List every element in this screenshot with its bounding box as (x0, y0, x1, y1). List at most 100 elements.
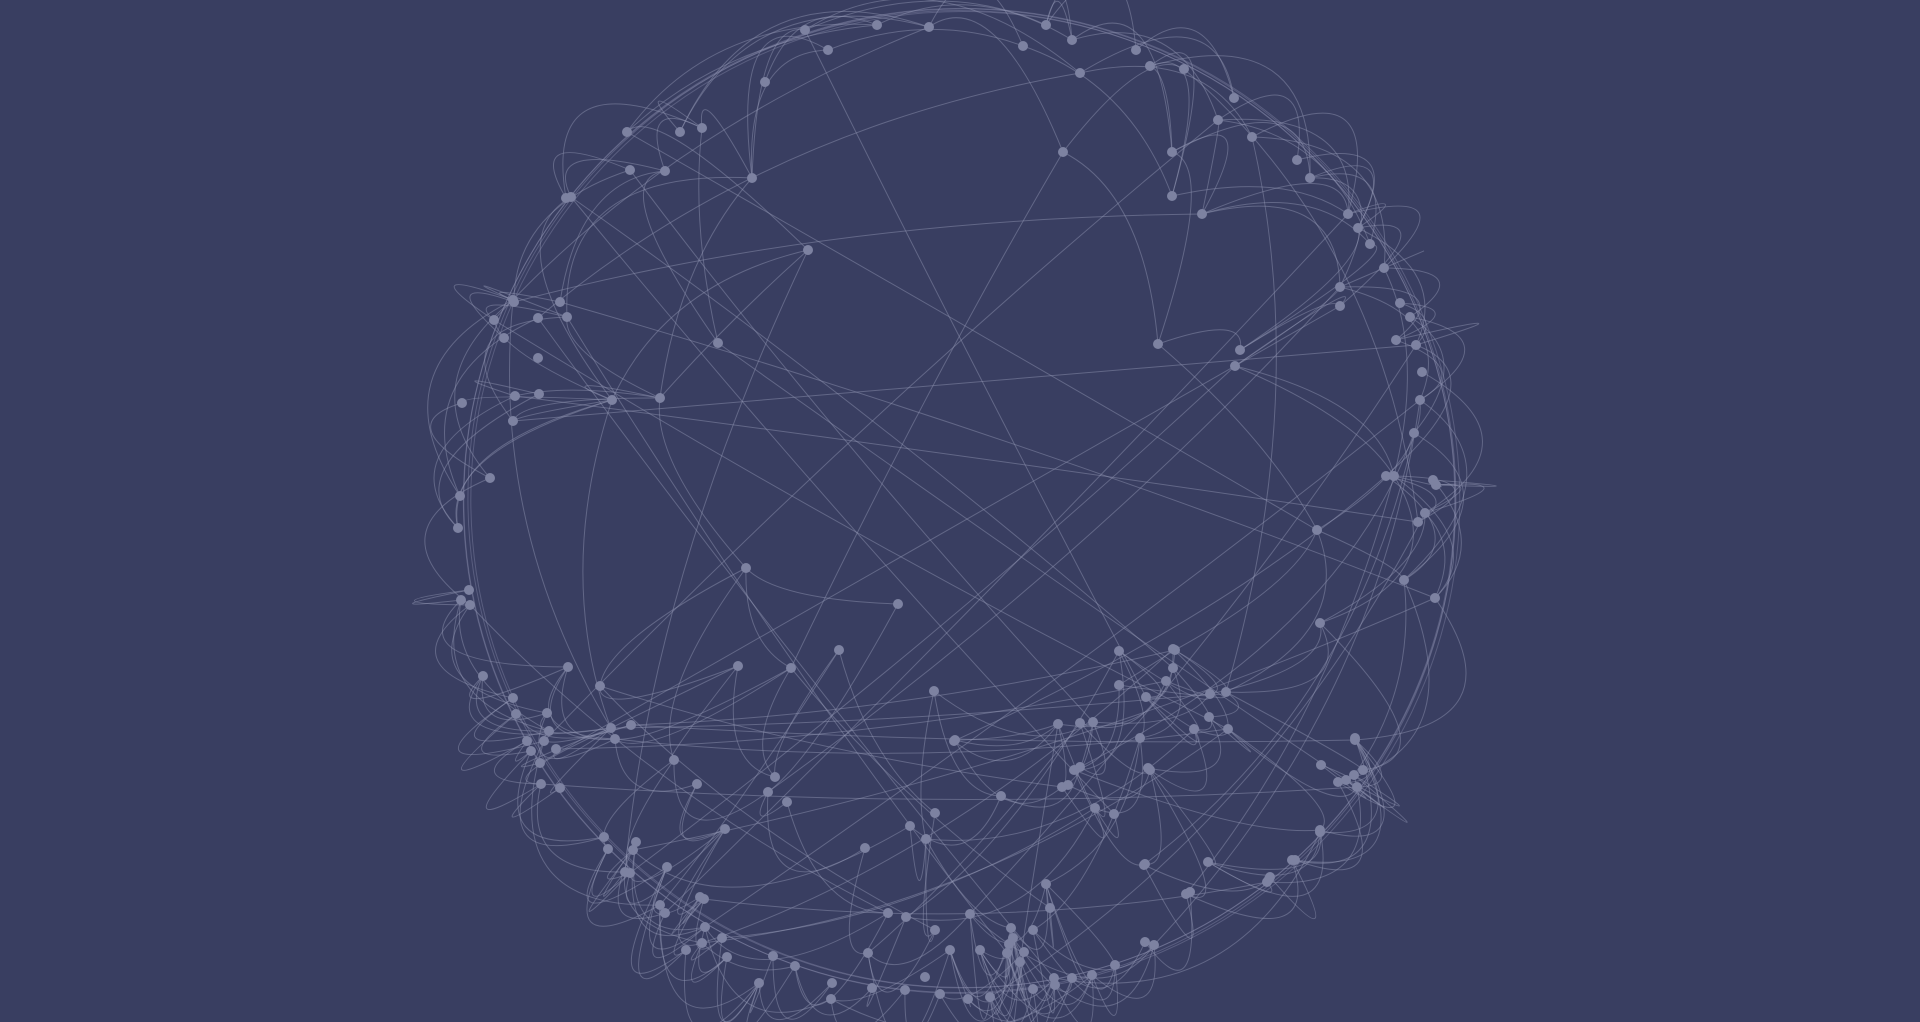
graph-node[interactable] (1247, 132, 1257, 142)
graph-node[interactable] (700, 922, 710, 932)
graph-node[interactable] (1415, 395, 1425, 405)
graph-node[interactable] (1088, 717, 1098, 727)
graph-node[interactable] (722, 952, 732, 962)
graph-node[interactable] (631, 837, 641, 847)
graph-node[interactable] (893, 599, 903, 609)
graph-node[interactable] (1204, 712, 1214, 722)
graph-node[interactable] (1168, 644, 1178, 654)
graph-node[interactable] (464, 585, 474, 595)
graph-node[interactable] (1185, 887, 1195, 897)
graph-node[interactable] (1179, 64, 1189, 74)
graph-node[interactable] (1213, 115, 1223, 125)
graph-node[interactable] (655, 393, 665, 403)
graph-node[interactable] (1420, 508, 1430, 518)
graph-node[interactable] (867, 983, 877, 993)
graph-node[interactable] (1292, 155, 1302, 165)
graph-node[interactable] (1287, 855, 1297, 865)
graph-node[interactable] (1316, 760, 1326, 770)
graph-node[interactable] (622, 127, 632, 137)
graph-node[interactable] (455, 491, 465, 501)
graph-node[interactable] (950, 735, 960, 745)
graph-node[interactable] (485, 473, 495, 483)
graph-node[interactable] (827, 978, 837, 988)
graph-node[interactable] (1417, 367, 1427, 377)
graph-node[interactable] (697, 938, 707, 948)
graph-node[interactable] (900, 985, 910, 995)
graph-node[interactable] (660, 908, 670, 918)
graph-node[interactable] (1315, 618, 1325, 628)
graph-node[interactable] (1405, 312, 1415, 322)
graph-node[interactable] (1197, 209, 1207, 219)
graph-node[interactable] (763, 787, 773, 797)
graph-node[interactable] (754, 978, 764, 988)
graph-node[interactable] (1114, 680, 1124, 690)
graph-node[interactable] (603, 844, 613, 854)
graph-node[interactable] (1167, 147, 1177, 157)
graph-node[interactable] (1203, 857, 1213, 867)
graph-node[interactable] (1075, 68, 1085, 78)
graph-node[interactable] (1075, 718, 1085, 728)
graph-node[interactable] (720, 824, 730, 834)
graph-node[interactable] (1153, 339, 1163, 349)
graph-node[interactable] (905, 821, 915, 831)
graph-node[interactable] (860, 843, 870, 853)
graph-node[interactable] (1343, 209, 1353, 219)
graph-node[interactable] (478, 671, 488, 681)
graph-node[interactable] (975, 945, 985, 955)
graph-node[interactable] (1335, 301, 1345, 311)
graph-node[interactable] (1114, 646, 1124, 656)
graph-node[interactable] (555, 783, 565, 793)
graph-node[interactable] (1409, 428, 1419, 438)
graph-node[interactable] (1205, 689, 1215, 699)
graph-node[interactable] (1389, 471, 1399, 481)
graph-node[interactable] (551, 744, 561, 754)
graph-node[interactable] (924, 22, 934, 32)
graph-node[interactable] (625, 165, 635, 175)
graph-node[interactable] (1223, 724, 1233, 734)
graph-node[interactable] (1069, 765, 1079, 775)
graph-node[interactable] (1002, 948, 1012, 958)
graph-node[interactable] (539, 736, 549, 746)
graph-node[interactable] (566, 192, 576, 202)
graph-node[interactable] (1353, 223, 1363, 233)
graph-node[interactable] (456, 595, 466, 605)
graph-node[interactable] (1235, 345, 1245, 355)
graph-node[interactable] (713, 338, 723, 348)
graph-node[interactable] (1135, 733, 1145, 743)
graph-node[interactable] (1312, 525, 1322, 535)
graph-node[interactable] (823, 45, 833, 55)
graph-node[interactable] (522, 736, 532, 746)
graph-node[interactable] (1140, 937, 1150, 947)
graph-node[interactable] (1109, 809, 1119, 819)
graph-node[interactable] (1143, 763, 1153, 773)
graph-node[interactable] (1161, 676, 1171, 686)
graph-node[interactable] (1430, 593, 1440, 603)
graph-node[interactable] (695, 892, 705, 902)
graph-node[interactable] (1379, 263, 1389, 273)
graph-node[interactable] (1349, 770, 1359, 780)
graph-node[interactable] (457, 398, 467, 408)
graph-node[interactable] (1063, 780, 1073, 790)
graph-node[interactable] (510, 391, 520, 401)
graph-node[interactable] (660, 166, 670, 176)
graph-node[interactable] (1167, 191, 1177, 201)
graph-node[interactable] (536, 779, 546, 789)
graph-node[interactable] (526, 746, 536, 756)
graph-node[interactable] (511, 709, 521, 719)
graph-node[interactable] (929, 686, 939, 696)
graph-node[interactable] (1262, 877, 1272, 887)
graph-node[interactable] (562, 312, 572, 322)
graph-node[interactable] (1028, 984, 1038, 994)
graph-node[interactable] (1230, 361, 1240, 371)
graph-node[interactable] (1229, 93, 1239, 103)
graph-node[interactable] (1090, 803, 1100, 813)
graph-node[interactable] (489, 315, 499, 325)
graph-node[interactable] (655, 900, 665, 910)
graph-node[interactable] (1352, 782, 1362, 792)
graph-node[interactable] (1168, 663, 1178, 673)
graph-node[interactable] (963, 994, 973, 1004)
graph-node[interactable] (770, 772, 780, 782)
graph-node[interactable] (509, 297, 519, 307)
